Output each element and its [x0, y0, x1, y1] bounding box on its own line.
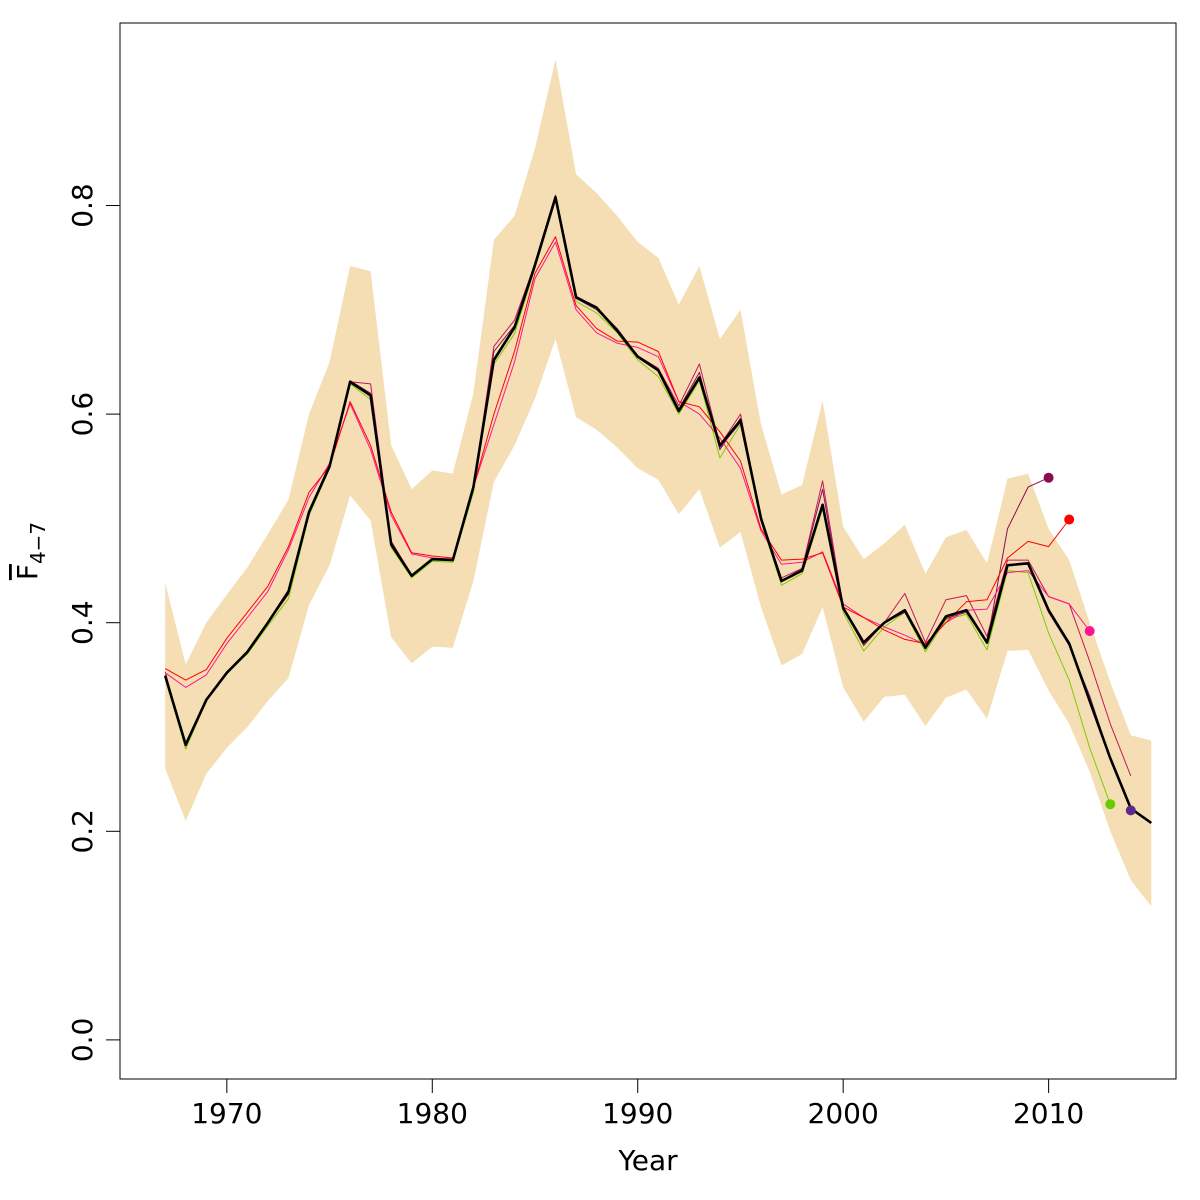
series-line-6 [164, 236, 1070, 681]
x-tick-label-1970: 1970 [191, 1097, 262, 1130]
series-layer [163, 194, 1153, 825]
series-end-point-6 [1064, 514, 1075, 525]
y-axis-title-base: F [11, 564, 44, 580]
x-axis: 1970 1980 1990 2000 2010 [191, 1079, 1084, 1130]
y-tick-label-0.6: 0.6 [66, 392, 99, 437]
plot-frame [119, 22, 1177, 1080]
series-line-7 [163, 195, 1153, 825]
x-tick-label-1980: 1980 [397, 1097, 468, 1130]
series-end-point-3 [1125, 805, 1136, 816]
series-end-point-2 [1105, 799, 1116, 810]
y-tick-label-0.0: 0.0 [66, 1018, 99, 1063]
y-tick-label-0.2: 0.2 [66, 809, 99, 854]
confidence-band-layer [165, 59, 1152, 907]
x-tick-label-2010: 2010 [1013, 1097, 1084, 1130]
y-axis-title-subscript: 4−7 [26, 522, 50, 564]
series-end-point-5 [1084, 626, 1095, 636]
y-tick-label-0.8: 0.8 [66, 183, 99, 228]
y-axis: 0.0 0.2 0.4 0.6 0.8 [66, 183, 120, 1062]
y-axis-title: F4−7 [11, 522, 50, 580]
series-end-point-4 [1043, 472, 1054, 483]
confidence-band [165, 59, 1152, 907]
x-tick-label-2000: 2000 [808, 1097, 879, 1130]
y-tick-label-0.4: 0.4 [66, 600, 99, 645]
x-tick-label-1990: 1990 [602, 1097, 673, 1130]
svg-text:F4−7: F4−7 [11, 522, 50, 580]
end-marker-layer [1043, 472, 1136, 816]
x-axis-title: Year [617, 1144, 678, 1177]
